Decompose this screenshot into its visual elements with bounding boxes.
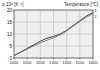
grid-line [27, 10, 28, 58]
y-axis-label: α·10⁶ [K⁻¹] [2, 2, 24, 7]
tick-label: 1000 [10, 60, 20, 65]
series-label: 2 [95, 14, 98, 19]
tick-label: 1600 [89, 60, 99, 65]
plot-frame [14, 10, 93, 58]
tick-label: 1100 [23, 60, 32, 65]
grid-line [40, 10, 41, 58]
tick-label: 15 [7, 20, 13, 25]
tick-label: 1300 [49, 60, 59, 65]
tick-label: 20 [7, 8, 13, 13]
tick-label: 1400 [62, 60, 72, 65]
tick-label: 10 [7, 32, 13, 37]
line [14, 14, 93, 56]
chart: 05101520100011001200130014001500160012α·… [0, 0, 100, 70]
series-group [14, 12, 93, 55]
tick-label: 5 [9, 44, 12, 49]
x-axis-label: Temperature [°C] [64, 2, 98, 7]
grid-line [79, 10, 80, 58]
grid-line [53, 10, 54, 58]
grid-line [66, 10, 67, 58]
plot-bg [14, 10, 93, 58]
line [14, 12, 93, 55]
tick-label: 1200 [36, 60, 46, 65]
tick-label: 1500 [75, 60, 85, 65]
